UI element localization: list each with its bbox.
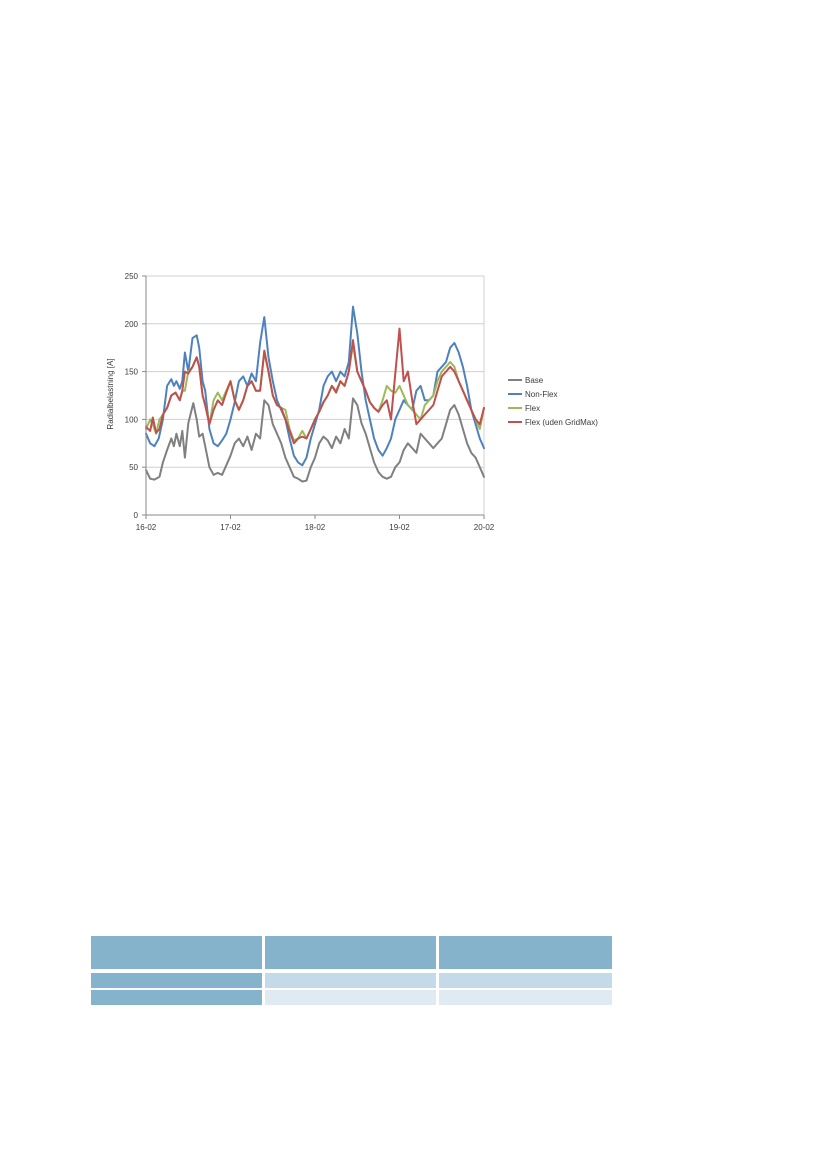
x-tick-label: 19-02 [389,523,410,532]
line-chart: 0 50 100 150 200 250 16-02 17-02 18-02 19-02 20-02… [106,272,598,532]
legend-label: Base [525,376,544,385]
table-header-row [91,936,612,969]
series-lines [145,305,485,483]
legend-label: Flex [525,404,540,413]
table-row [91,973,612,988]
data-table [91,936,612,1005]
y-tick-label: 200 [125,320,139,329]
y-tick-label: 250 [125,272,139,281]
table-header-cell [439,936,612,969]
table-cell [439,990,612,1005]
x-tick-label: 16-02 [136,523,157,532]
table-row-header-cell [91,973,265,988]
legend-label: Flex (uden GridMax) [525,418,598,427]
series-line [145,305,485,467]
table-header-cell [91,936,265,969]
table-cell [265,990,439,1005]
x-tick-label: 20-02 [474,523,495,532]
x-tick-label: 18-02 [305,523,326,532]
table-row-header-cell [91,990,265,1005]
legend-label: Non-Flex [525,390,557,399]
y-tick-label: 100 [125,415,139,424]
y-tick-label: 50 [129,463,138,472]
x-tick-label: 17-02 [220,523,241,532]
legend: Base Non-Flex Flex Flex (uden GridMax) [508,376,598,427]
axes: 0 50 100 150 200 250 16-02 17-02 18-02 19-02 20-02 [125,272,495,532]
table-header-cell [265,936,439,969]
table-cell [439,973,612,988]
table-row [91,990,612,1005]
y-axis-title: Radialbelastning [A] [106,358,115,429]
y-tick-label: 0 [134,511,139,520]
series-line [145,327,485,445]
series-line [145,397,485,483]
y-tick-label: 150 [125,368,139,377]
table-cell [265,973,439,988]
